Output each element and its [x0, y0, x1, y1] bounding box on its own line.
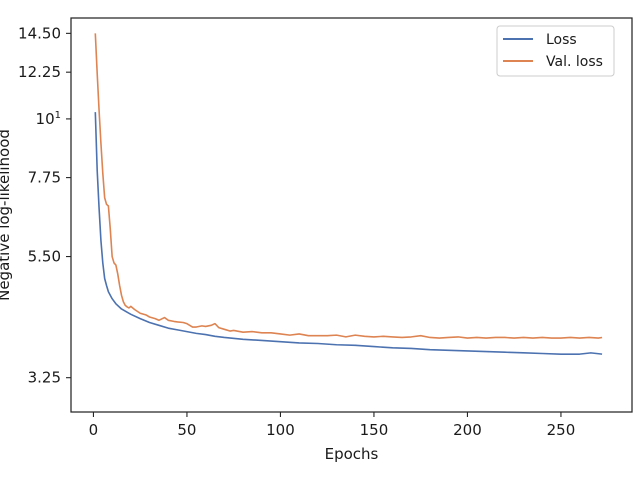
x-tick-label: 50	[177, 421, 196, 439]
x-tick-label: 0	[89, 421, 99, 439]
x-tick-label: 150	[360, 421, 389, 439]
x-tick-label: 250	[547, 421, 576, 439]
legend-label-loss: Loss	[546, 32, 577, 48]
y-tick-label: 3.25	[28, 369, 61, 387]
plot-area	[94, 33, 603, 355]
legend-label-val-loss: Val. loss	[546, 54, 603, 70]
series-line-val-loss	[94, 33, 603, 339]
y-tick-label: 12.25	[18, 63, 61, 81]
x-axis-label: Epochs	[325, 445, 379, 463]
legend: Loss Val. loss	[496, 25, 615, 77]
x-tick-label: 100	[266, 421, 295, 439]
y-tick-label: 7.75	[28, 169, 61, 187]
y-tick-label: 5.50	[28, 248, 61, 266]
x-tick-label: 200	[453, 421, 482, 439]
series-line-loss	[94, 112, 603, 355]
y-tick-label: 14.50	[18, 24, 61, 42]
x-axis-ticks: 0 50 100 150 200 250	[89, 412, 576, 439]
y-axis-label: Negative log-likelihood	[0, 129, 13, 301]
plot-frame	[70, 17, 633, 413]
